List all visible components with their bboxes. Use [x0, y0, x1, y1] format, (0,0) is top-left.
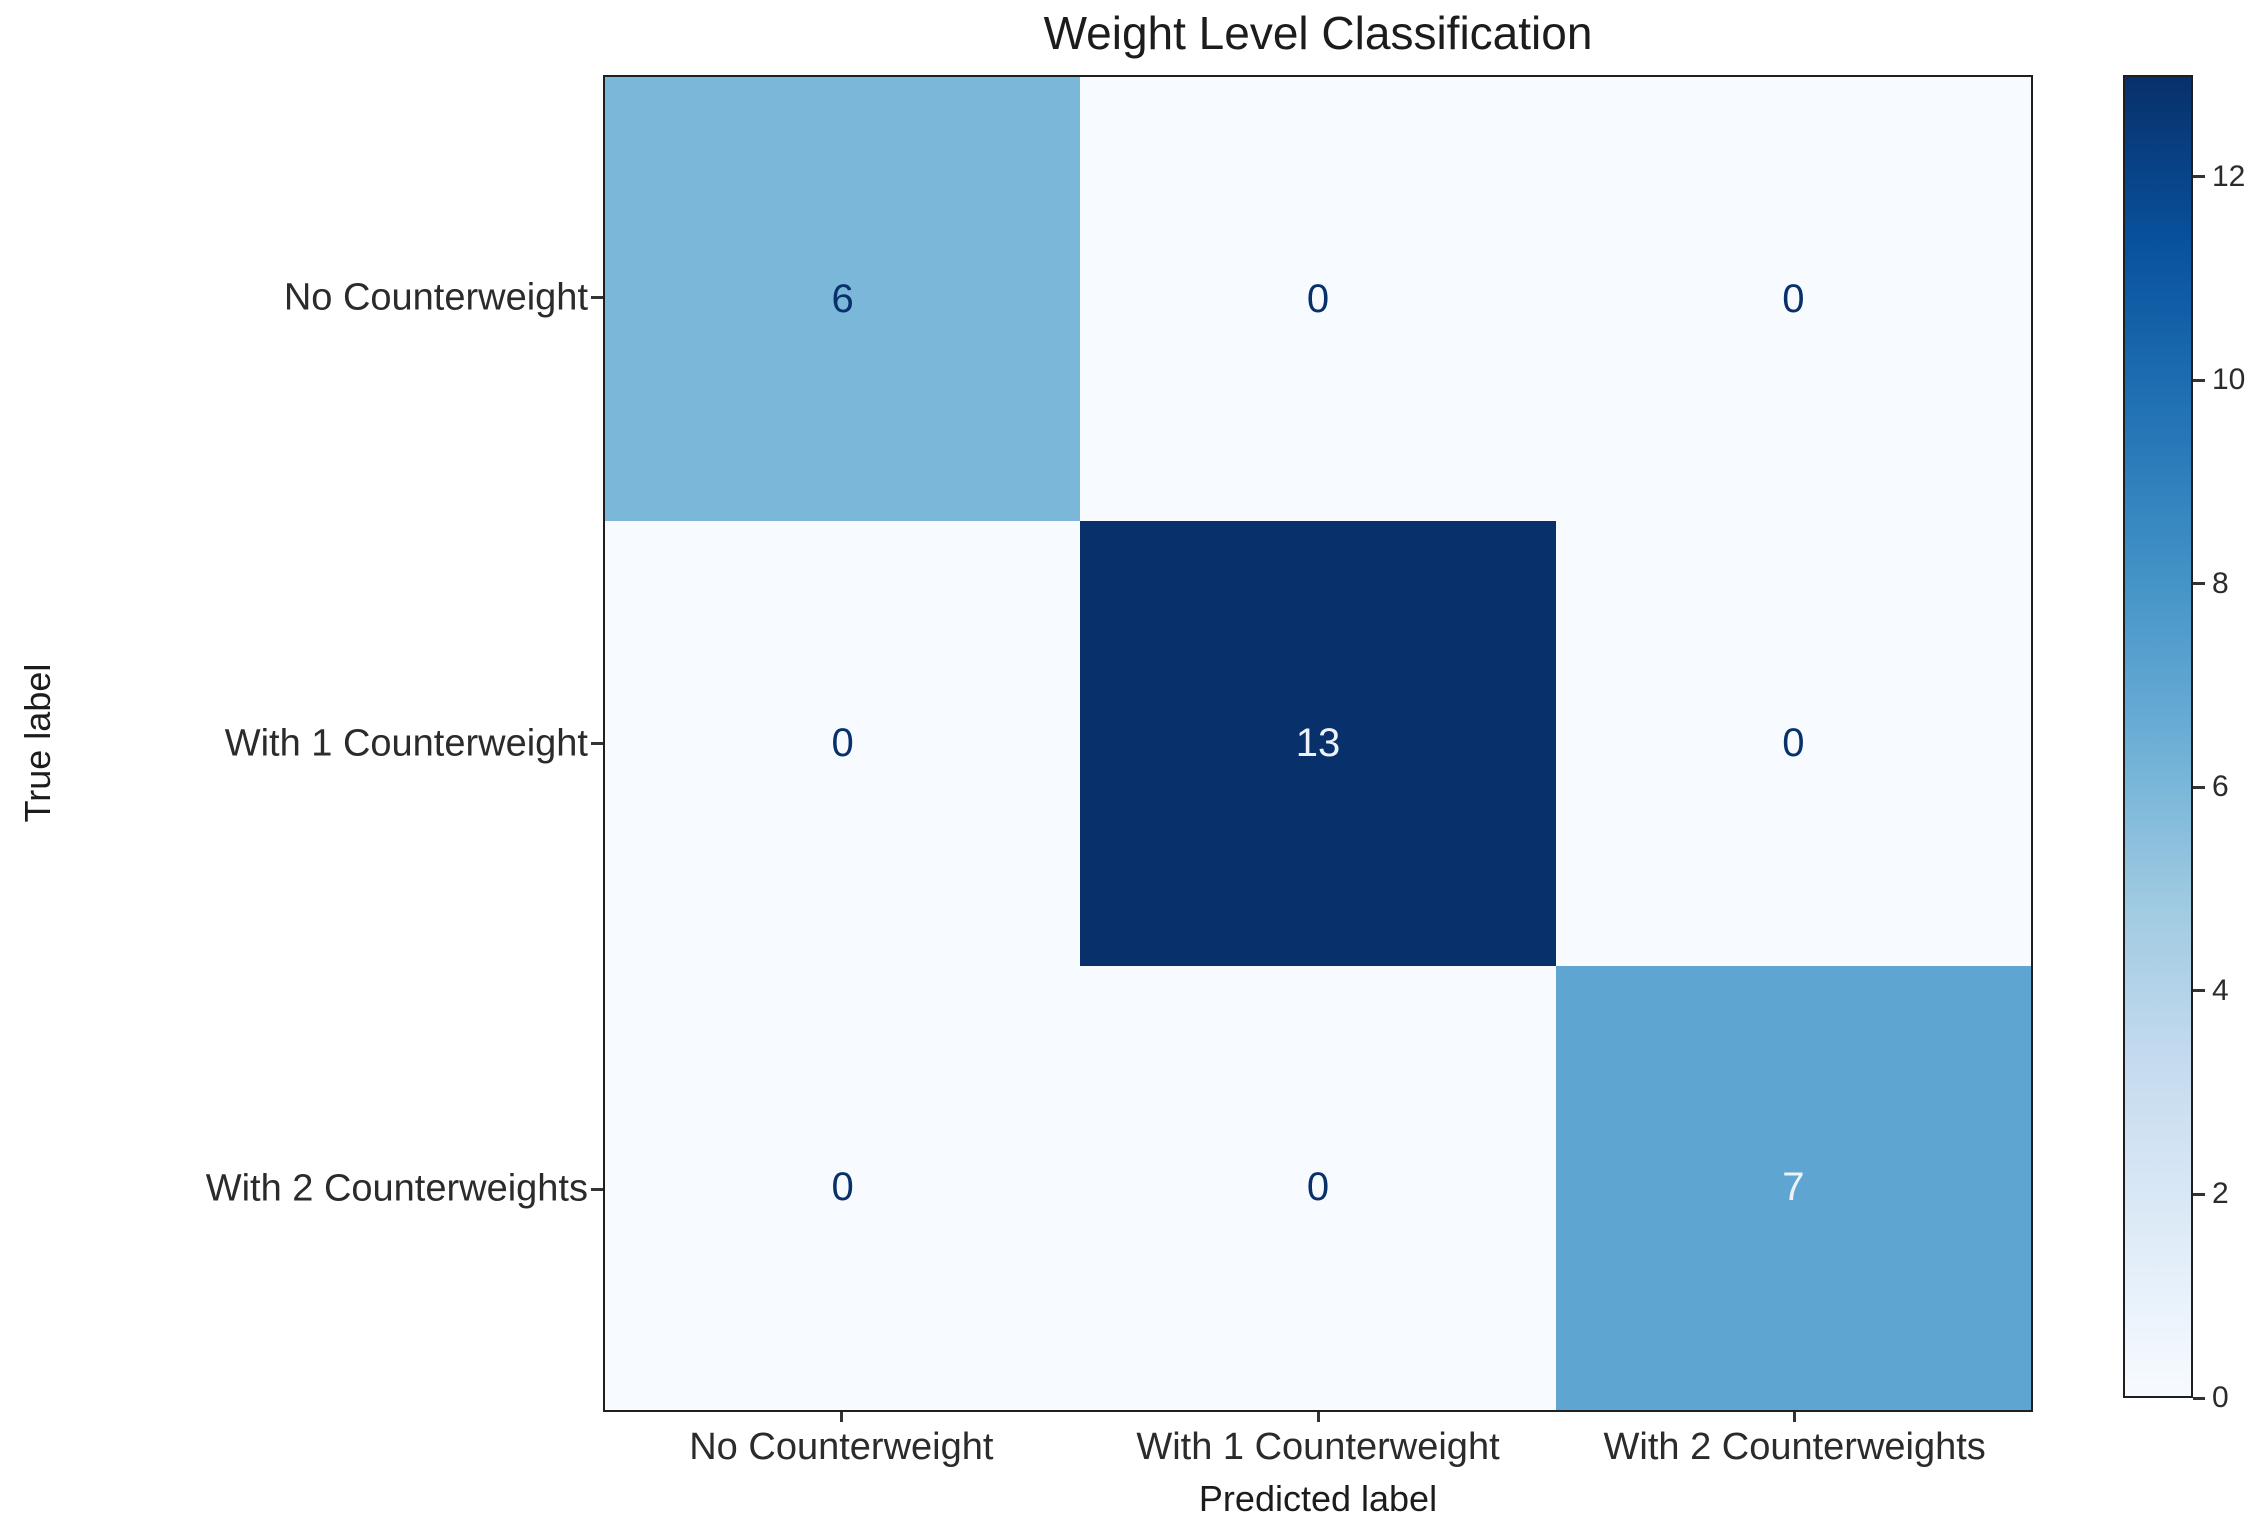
tick-mark	[2193, 175, 2205, 179]
matrix-cell: 0	[1080, 965, 1556, 1410]
tick-mark	[2193, 378, 2205, 382]
y-tick-label: With 2 Counterweights	[205, 1167, 588, 1210]
tick-mark	[1316, 1412, 1320, 1422]
cell-value: 0	[1782, 276, 1805, 321]
colorbar-tick-label: 12	[2212, 159, 2246, 193]
x-tick-label: With 2 Counterweights	[1603, 1426, 1986, 1468]
matrix-cell: 6	[605, 77, 1081, 522]
cell-value: 0	[831, 720, 854, 765]
cell-value: 0	[1306, 1165, 1330, 1210]
tick-mark	[591, 296, 603, 300]
cell-value: 6	[831, 276, 854, 321]
x-tick-label: With 1 Counterweight	[1136, 1426, 1500, 1468]
colorbar-tick-label: 6	[2212, 770, 2229, 804]
colorbar	[2123, 75, 2193, 1398]
colorbar-tick-label: 10	[2212, 363, 2246, 397]
cell-value: 0	[831, 1165, 854, 1210]
matrix-cell: 0	[605, 521, 1081, 966]
tick-mark	[591, 1187, 603, 1191]
x-axis-label: Predicted label	[1198, 1478, 1438, 1519]
tick-mark	[2193, 1396, 2205, 1400]
matrix-cell: 0	[1080, 77, 1556, 522]
tick-mark	[2193, 1192, 2205, 1196]
heatmap-plot-area: 6 0 0 0 13 0 0 0 7	[603, 75, 2033, 1412]
tick-mark	[2193, 785, 2205, 789]
y-tick-label: With 1 Counterweight	[224, 722, 588, 764]
matrix-cell: 13	[1080, 521, 1556, 966]
cell-value: 0	[1306, 276, 1330, 321]
cell-value: 0	[1782, 720, 1805, 765]
matrix-cell: 0	[1555, 77, 2031, 522]
cell-value: 13	[1295, 720, 1341, 765]
tick-mark	[2193, 582, 2205, 586]
cell-value: 7	[1782, 1165, 1805, 1210]
y-tick-label: No Counterweight	[283, 276, 588, 319]
tick-mark	[2193, 989, 2205, 993]
colorbar-tick-label: 2	[2212, 1177, 2229, 1211]
colorbar-tick-label: 4	[2212, 973, 2229, 1007]
tick-mark	[839, 1412, 843, 1422]
matrix-cell: 7	[1555, 965, 2031, 1410]
colorbar-tick-label: 0	[2212, 1381, 2229, 1414]
x-tick-label: No Counterweight	[689, 1426, 994, 1468]
tick-mark	[591, 742, 603, 745]
chart-title: Weight Level Classification	[1043, 7, 1593, 59]
matrix-cell: 0	[1555, 521, 2031, 966]
y-axis-label: True label	[17, 663, 58, 823]
matrix-cell: 0	[605, 965, 1081, 1410]
colorbar-tick-label: 8	[2212, 566, 2229, 600]
tick-mark	[1793, 1412, 1797, 1422]
